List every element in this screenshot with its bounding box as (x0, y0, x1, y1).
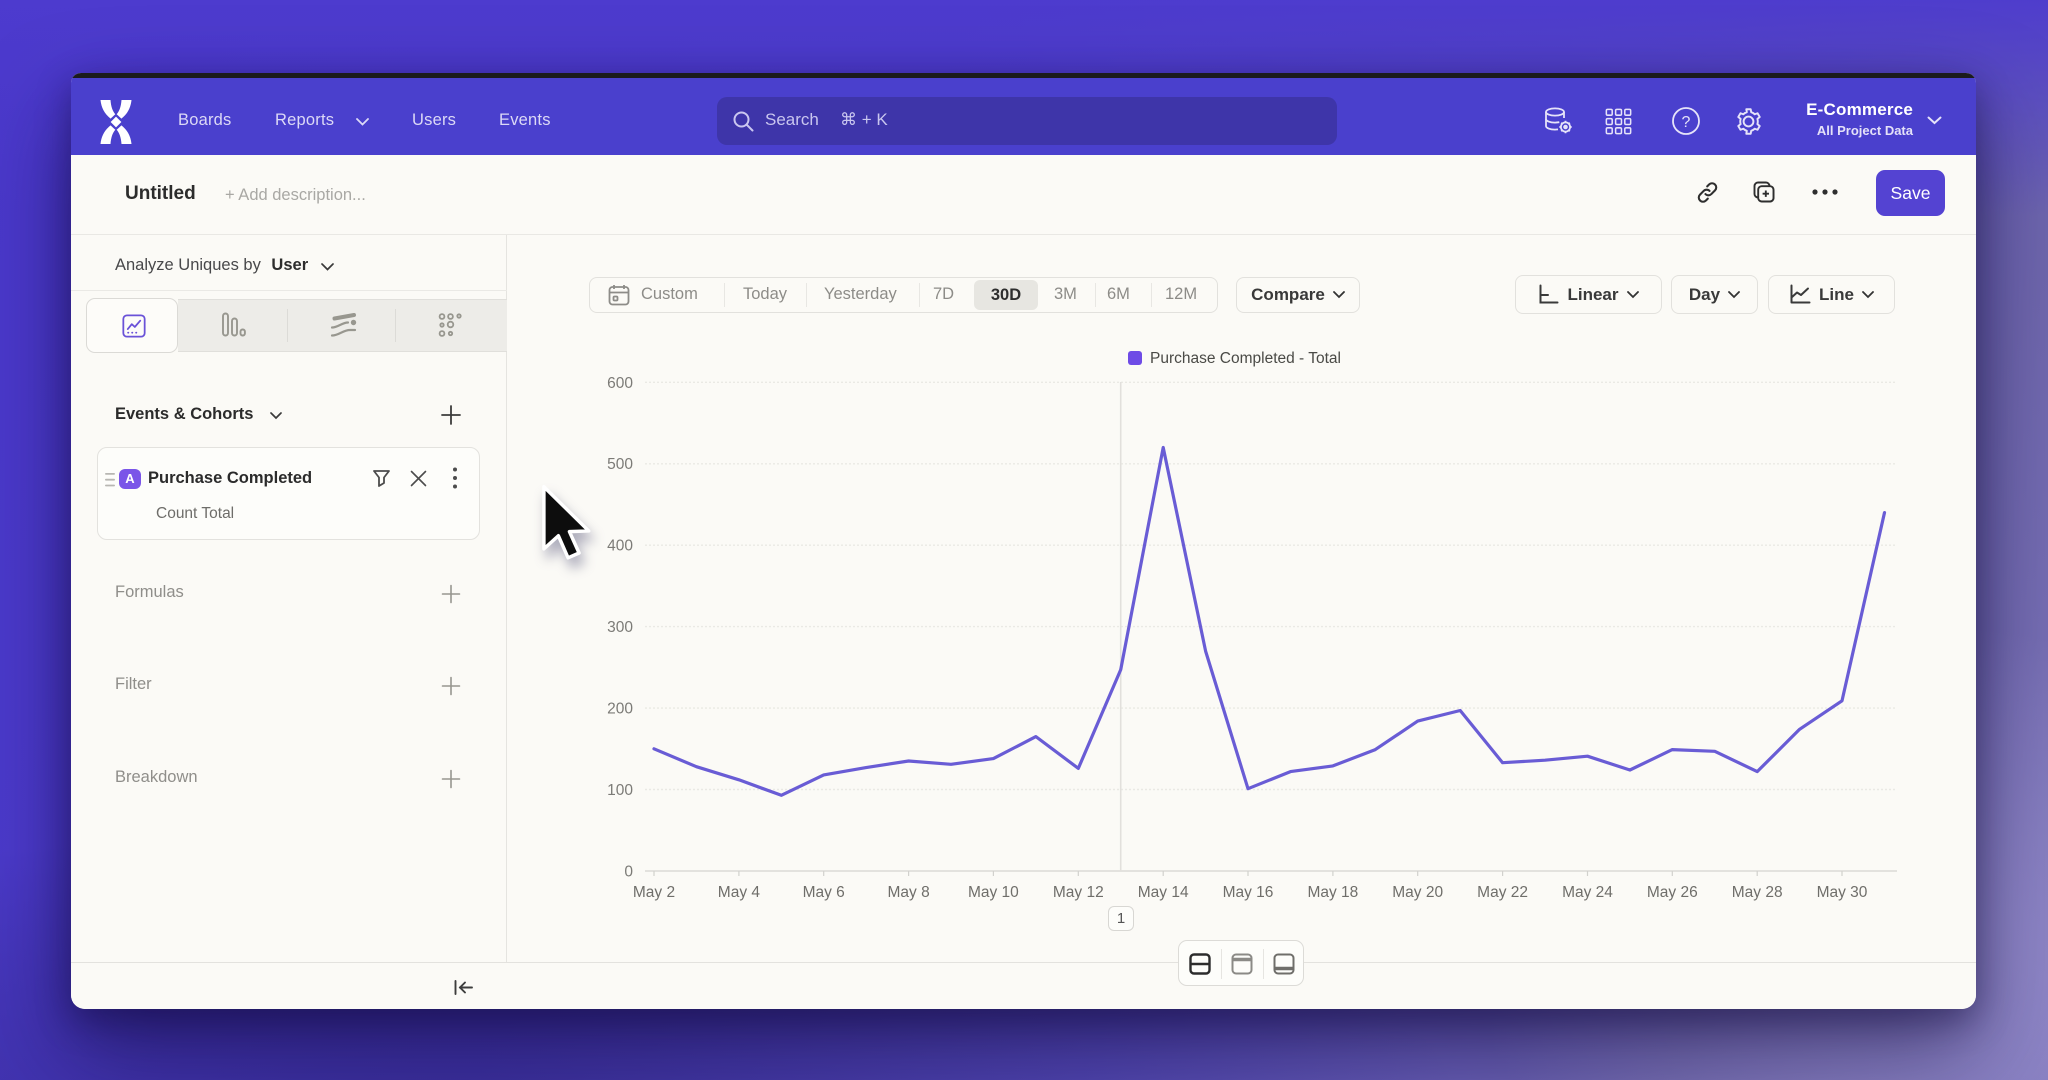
svg-text:May 20: May 20 (1392, 884, 1443, 901)
svg-text:May 14: May 14 (1138, 884, 1189, 901)
svg-text:May 4: May 4 (718, 884, 761, 901)
svg-text:0: 0 (624, 864, 633, 881)
svg-text:100: 100 (607, 782, 633, 799)
svg-text:May 10: May 10 (968, 884, 1019, 901)
svg-text:May 6: May 6 (803, 884, 845, 901)
svg-text:May 12: May 12 (1053, 884, 1104, 901)
svg-text:May 2: May 2 (633, 884, 675, 901)
svg-text:200: 200 (607, 701, 633, 718)
svg-text:500: 500 (607, 456, 633, 473)
svg-text:400: 400 (607, 538, 633, 555)
svg-text:May 26: May 26 (1647, 884, 1698, 901)
svg-text:May 30: May 30 (1817, 884, 1868, 901)
svg-text:600: 600 (607, 375, 633, 392)
svg-text:300: 300 (607, 619, 633, 636)
svg-text:May 18: May 18 (1307, 884, 1358, 901)
svg-text:?: ? (1682, 114, 1691, 131)
svg-text:May 16: May 16 (1223, 884, 1274, 901)
svg-text:May 22: May 22 (1477, 884, 1528, 901)
svg-text:May 24: May 24 (1562, 884, 1613, 901)
svg-text:May 8: May 8 (887, 884, 929, 901)
svg-text:May 28: May 28 (1732, 884, 1783, 901)
